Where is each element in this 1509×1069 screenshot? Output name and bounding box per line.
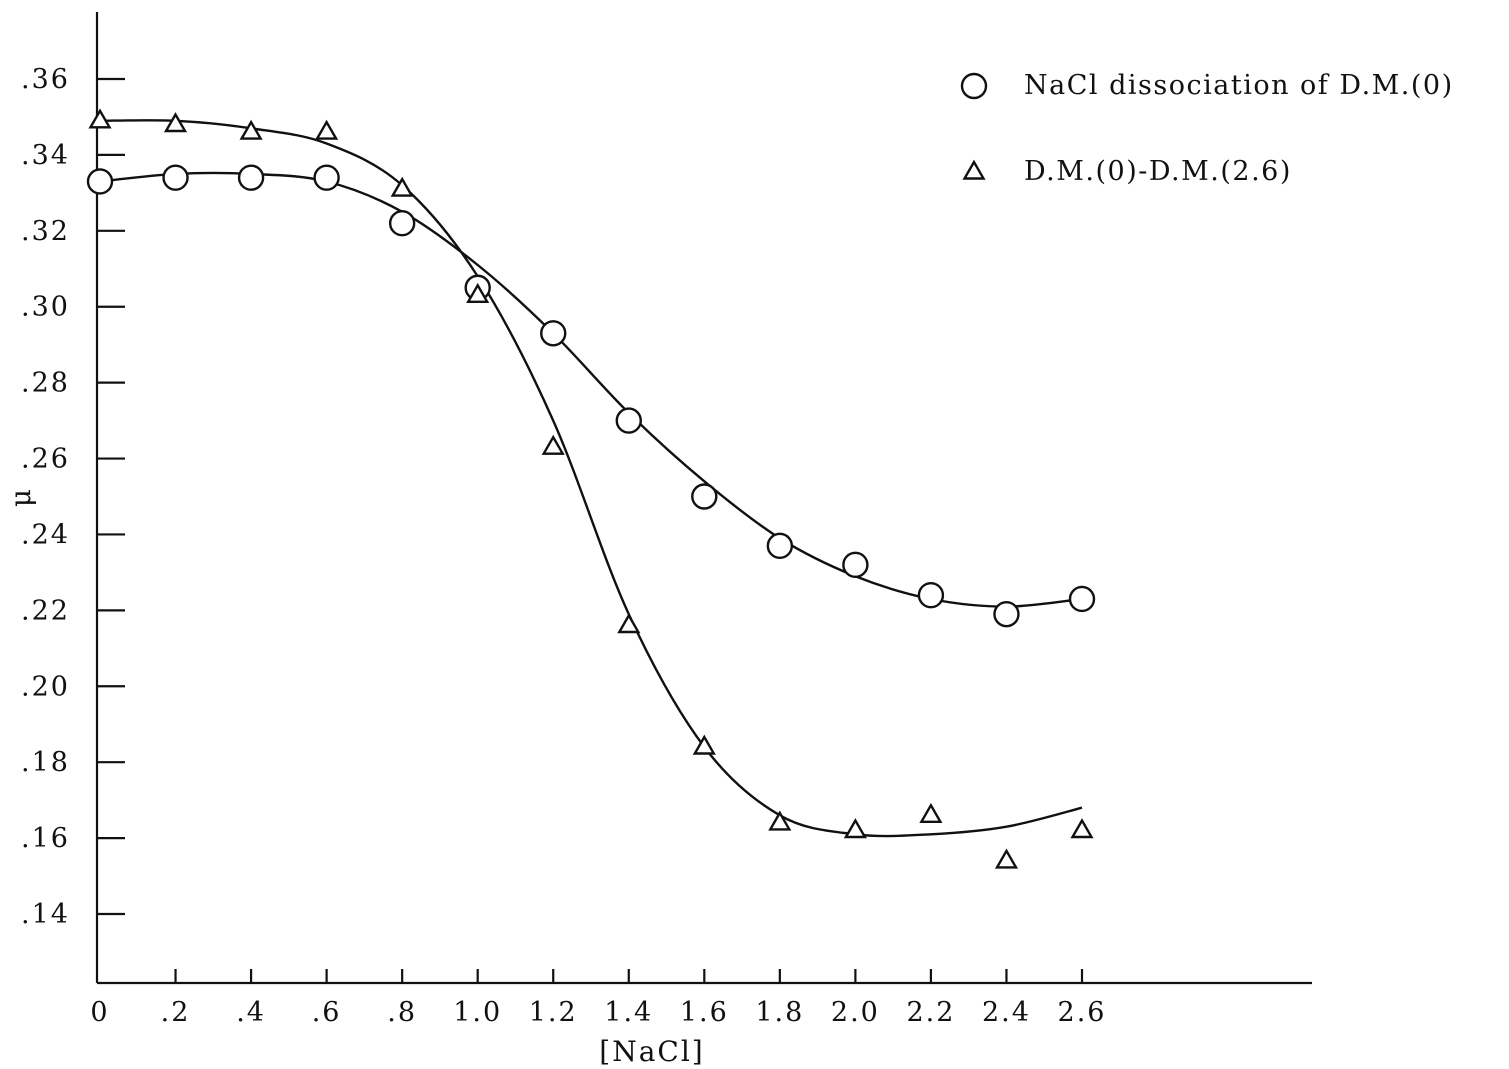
- y-tick-label: .32: [21, 216, 70, 247]
- y-tick-label: .28: [21, 368, 70, 399]
- data-point-circle: [691, 483, 718, 510]
- data-point-triangle: [919, 802, 943, 823]
- x-axis-ticks: 0 .2 .4 .6 .8 1.0 1.2 1.4 1.6 1.8 2.0 2.2 2.4 2.6: [90, 969, 1107, 1028]
- x-tick-label: .6: [312, 997, 342, 1028]
- curve-circle-series: [99, 171, 1083, 608]
- data-point-triangle: [390, 176, 414, 197]
- y-tick-label: .30: [21, 292, 70, 323]
- x-tick-label: 1.2: [529, 997, 578, 1028]
- y-tick-label: .22: [21, 595, 70, 626]
- legend-triangle-icon: [962, 159, 986, 180]
- y-tick-label: .36: [21, 64, 70, 95]
- data-point-circle: [237, 164, 265, 191]
- y-tick-label: .16: [21, 823, 70, 854]
- fitted-curves: [99, 119, 1083, 838]
- y-axis-ticks: .14 .16 .18 .20 .22 .24 .26 .28 .30 .32 .34 .36: [21, 64, 125, 930]
- x-tick-label: 2.2: [906, 997, 955, 1028]
- data-point-triangle: [315, 119, 339, 140]
- y-tick-label: .14: [21, 899, 70, 930]
- x-tick-label: 1.4: [604, 997, 653, 1028]
- x-tick-label: 2.4: [982, 997, 1031, 1028]
- data-point-circle: [86, 168, 114, 195]
- curve-triangle-series: [99, 119, 1083, 838]
- x-tick-label: 1.6: [680, 997, 729, 1028]
- y-tick-label: .18: [21, 747, 70, 778]
- data-point-circle: [162, 164, 189, 191]
- data-point-circle: [766, 532, 794, 560]
- data-point-circle: [313, 164, 340, 191]
- legend-label: D.M.(0)-D.M.(2.6): [1024, 156, 1292, 187]
- y-tick-label: .20: [21, 671, 70, 702]
- x-tick-label: .2: [161, 997, 191, 1028]
- data-point-triangle: [466, 282, 490, 303]
- data-point-triangle: [541, 434, 565, 455]
- data-point-triangle: [239, 119, 263, 140]
- legend-label: NaCl dissociation of D.M.(0): [1024, 70, 1454, 101]
- data-point-triangle: [1070, 818, 1094, 839]
- data-point-circle: [842, 551, 869, 579]
- data-point-circle: [615, 407, 642, 434]
- legend-circle-icon: [960, 72, 988, 100]
- data-point-triangle: [843, 818, 867, 839]
- data-point-circle: [993, 600, 1020, 628]
- data-point-triangle: [768, 810, 792, 831]
- x-tick-label: 2.0: [831, 997, 880, 1028]
- x-tick-label: 2.6: [1058, 997, 1107, 1028]
- x-tick-label: .4: [236, 997, 266, 1028]
- y-tick-label: .26: [21, 444, 70, 475]
- x-tick-label: .8: [387, 997, 417, 1028]
- y-tick-label: .34: [21, 140, 70, 171]
- data-point-triangle: [617, 613, 641, 634]
- data-point-triangle: [692, 734, 716, 755]
- x-tick-label: 1.8: [755, 997, 804, 1028]
- legend: NaCl dissociation of D.M.(0) D.M.(0)-D.M.…: [960, 70, 1454, 187]
- data-point-triangle: [994, 848, 1019, 869]
- data-point-circle: [388, 210, 416, 237]
- y-tick-label: .24: [21, 519, 70, 550]
- data-point-circle: [917, 581, 945, 609]
- data-point-circle: [1068, 585, 1096, 613]
- x-tick-label: 0: [90, 997, 109, 1028]
- data-point-triangle: [88, 108, 112, 129]
- y-axis-label: μ: [4, 487, 37, 507]
- data-point-circle: [540, 320, 567, 347]
- x-tick-label: 1.0: [453, 997, 502, 1028]
- x-axis-label: [NaCl]: [599, 1035, 704, 1068]
- data-point-triangle: [163, 112, 188, 133]
- data-markers: [86, 108, 1096, 869]
